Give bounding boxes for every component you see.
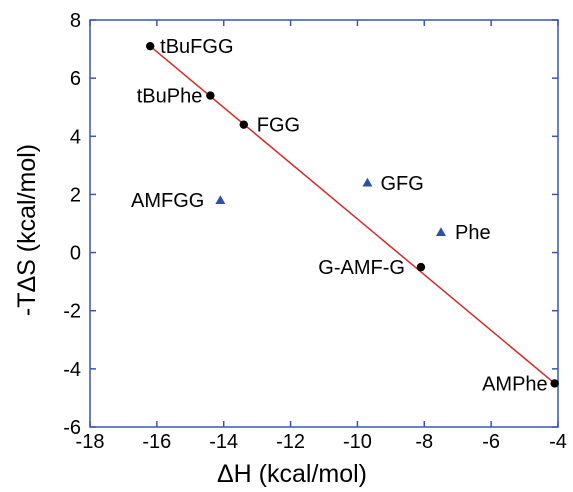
data-point-circle bbox=[145, 41, 155, 51]
x-tick-labels: -18 -16 -14 -12 -10 -8 -6 -4 bbox=[76, 431, 567, 453]
y-tick-label: 0 bbox=[70, 243, 81, 265]
point-label: tBuPhe bbox=[137, 86, 203, 108]
point-label: AMPhe bbox=[482, 373, 548, 395]
data-point-triangle bbox=[215, 195, 226, 204]
y-tick-label: 6 bbox=[70, 68, 81, 90]
point-labels: tBuFGG tBuPhe FGG G-AMF-G AMPhe AMFGG GFG Phe bbox=[131, 36, 548, 395]
axis-ticks bbox=[89, 19, 559, 428]
point-label: G-AMF-G bbox=[318, 257, 405, 279]
point-label: Phe bbox=[455, 222, 491, 244]
point-label: AMFGG bbox=[131, 190, 204, 212]
point-label: GFG bbox=[380, 173, 423, 195]
data-point-circle bbox=[550, 379, 559, 388]
y-tick-label: -6 bbox=[63, 417, 81, 439]
x-tick-label: -8 bbox=[415, 431, 433, 453]
x-tick-label: -16 bbox=[142, 431, 171, 453]
x-axis-title: ΔH (kcal/mol) bbox=[217, 460, 367, 488]
x-tick-label: -10 bbox=[343, 431, 372, 453]
plot-frame bbox=[89, 19, 559, 428]
point-label: FGG bbox=[257, 115, 300, 137]
data-point-triangle bbox=[436, 227, 446, 236]
data-point-circle bbox=[416, 262, 426, 272]
y-tick-label: 4 bbox=[70, 126, 81, 148]
y-tick-label: -2 bbox=[63, 301, 81, 323]
data-points bbox=[145, 41, 559, 388]
x-tick-label: -6 bbox=[482, 431, 500, 453]
y-tick-label: 8 bbox=[70, 10, 81, 32]
y-axis-title: -TΔS (kcal/mol) bbox=[13, 144, 41, 316]
x-tick-label: -14 bbox=[209, 431, 238, 453]
point-label: tBuFGG bbox=[160, 36, 233, 58]
x-tick-label: -12 bbox=[276, 431, 305, 453]
y-tick-labels: -6 -4 -2 0 2 4 6 8 bbox=[63, 10, 81, 439]
data-point-circle bbox=[206, 91, 215, 100]
data-point-circle bbox=[239, 120, 248, 129]
y-tick-label: -4 bbox=[63, 359, 81, 381]
data-point-triangle bbox=[362, 177, 373, 187]
y-tick-label: 2 bbox=[70, 184, 81, 206]
fit-line bbox=[149, 45, 556, 384]
x-tick-label: -18 bbox=[76, 431, 105, 453]
x-tick-label: -4 bbox=[549, 431, 567, 453]
